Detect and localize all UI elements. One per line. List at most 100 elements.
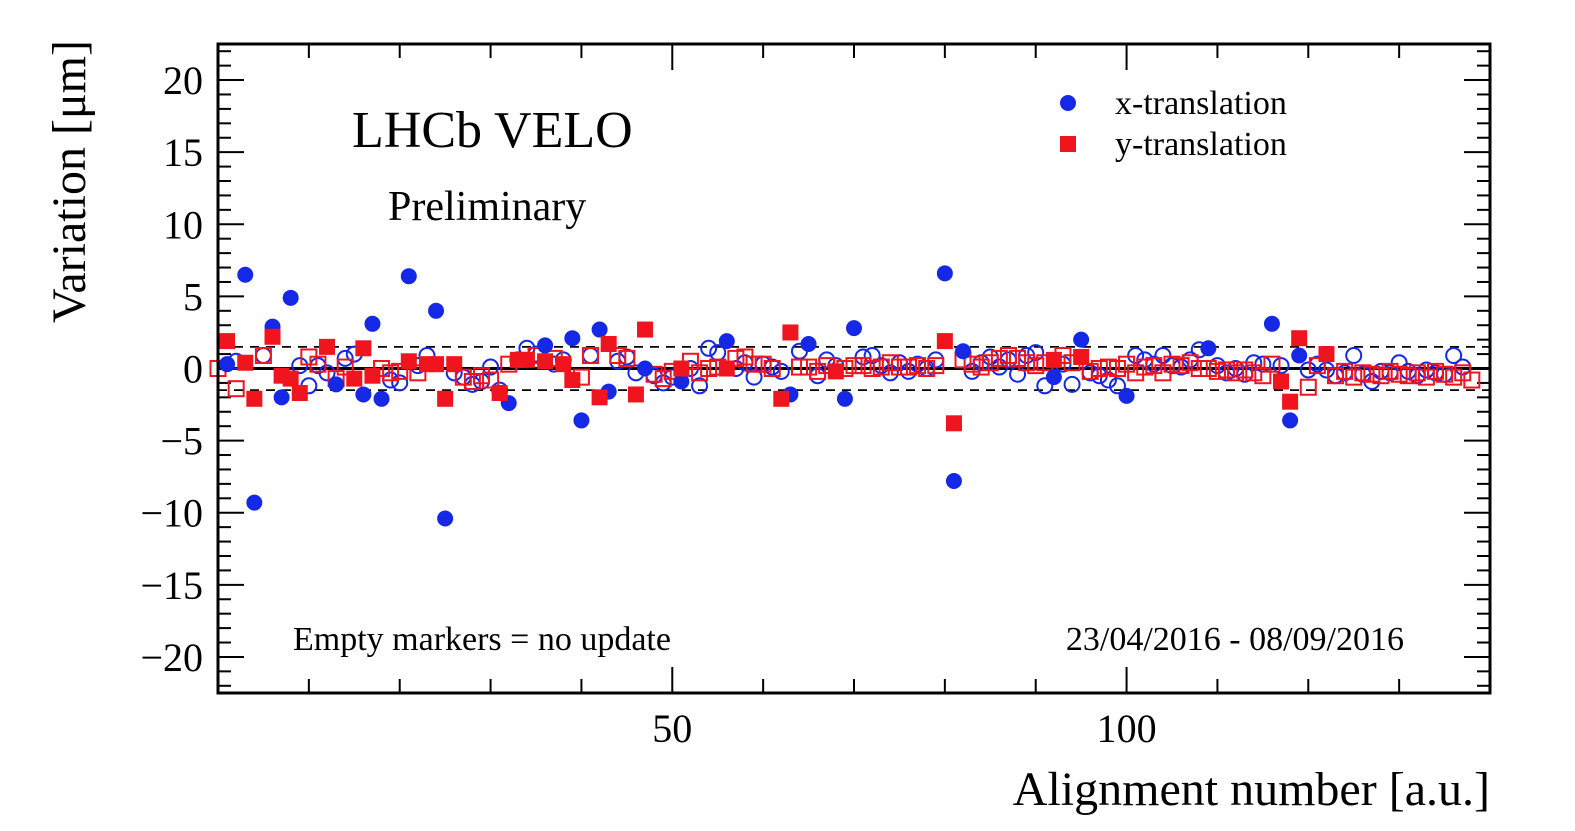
x-translation-point [282,289,299,306]
y-translation-point-no-update [463,372,481,390]
x-translation-point [428,302,445,319]
y-translation-point-no-update [790,358,808,376]
x-translation-point-no-update [1317,361,1335,379]
y-translation-point-no-update [727,349,745,367]
y-translation-point-no-update [1227,364,1245,382]
y-translation-point-no-update [454,368,472,386]
x-translation-point [573,412,590,429]
y-translation-point-no-update [763,360,781,377]
y-axis-title: Variation [μm] [43,40,96,323]
y-translation-point [246,390,263,407]
x-translation-point-no-update [1445,347,1463,365]
x-translation-point [400,268,417,285]
x-axis-title: Alignment number [a.u.] [1013,763,1490,816]
x-translation-point [955,343,972,360]
y-translation-point-no-update [1009,349,1027,367]
y-translation-point-no-update [1436,365,1454,383]
y-translation-point-no-update [1445,368,1463,386]
y-translation-point-no-update [918,360,936,377]
y-translation-point-no-update [1190,360,1208,377]
y-translation-point [400,353,417,370]
y-translation-point-no-update [691,364,709,382]
y-translation-point [446,356,463,373]
y-translation-point-no-update [1463,371,1481,389]
x-translation-point-no-update [291,357,309,375]
x-translation-point [800,335,817,352]
y-translation-point-no-update [582,347,600,365]
y-translation-point [564,372,581,389]
axis-ticks [218,44,1490,693]
y-translation-point-no-update [1308,357,1326,375]
x-translation-point [591,321,608,338]
x-translation-point-no-update [691,377,709,395]
y-translation-point [782,324,799,341]
y-translation-point-no-update [482,371,500,389]
x-translation-point-no-update [772,362,790,380]
y-translation-point-no-update [999,347,1017,365]
y-translation-point [627,386,644,403]
y-translation-point [936,333,953,350]
y-translation-point-no-update [1363,365,1381,383]
y-translation-point [1273,373,1290,390]
legend-marker-y-translation [1060,136,1076,152]
y-translation-point-no-update [1263,355,1281,373]
y-translation-point-no-update [1118,355,1136,373]
y-translation-point-no-update [872,358,890,376]
y-translation-point-no-update [1299,378,1317,396]
y-translation-point [1045,351,1062,368]
y-translation-point-no-update [409,364,427,382]
y-translation-point-no-update [800,358,818,376]
y-tick-label: −10 [140,491,203,536]
y-translation-point-no-update [1154,364,1172,382]
y-translation-point-no-update [1417,368,1435,386]
x-translation-point [537,337,554,354]
legend-marker-x-translation [1060,95,1076,111]
x-translation-point-no-update [1036,377,1054,395]
y-translation-point-no-update [1390,365,1408,383]
y-translation-point-no-update [382,364,400,382]
y-translation-point [355,340,372,357]
y-translation-point-no-update [1127,364,1145,382]
y-translation-point-no-update [1027,357,1045,375]
x-translation-point-no-update [1299,361,1317,379]
y-translation-point [591,389,608,406]
x-translation-point-no-update [1127,347,1145,365]
y-translation-point-no-update [1090,360,1108,377]
y-translation-point-no-update [1254,367,1272,385]
y-translation-point-no-update [845,357,863,375]
y-translation-point [364,367,381,384]
y-translation-point [428,356,445,373]
x-translation-point-no-update [391,374,409,392]
x-translation-point-no-update [482,358,500,376]
y-tick-label: 15 [163,130,203,175]
x-translation-point-no-update [1099,371,1117,389]
y-translation-point [600,335,617,352]
y-tick-label: 5 [183,274,203,319]
y-translation-point [237,354,254,371]
y-translation-point-no-update [1372,367,1390,385]
x-translation-point [373,390,390,407]
y-translation-point [346,370,363,387]
y-translation-point-no-update [1408,364,1426,382]
x-translation-point-no-update [745,368,763,386]
y-translation-point-no-update [1327,367,1345,385]
y-tick-label: −20 [140,635,203,680]
date-range: 23/04/2016 - 08/09/2016 [1066,621,1404,658]
y-translation-point-no-update [1108,360,1126,377]
x-translation-point [637,360,654,377]
y-translation-point-no-update [909,357,927,375]
x-translation-point [1045,369,1062,386]
y-translation-point-no-update [1245,364,1263,382]
x-translation-point [1073,331,1090,348]
y-translation-point-no-update [1354,364,1372,382]
y-translation-point [1318,346,1335,363]
y-translation-point-no-update [336,358,354,376]
y-translation-point-no-update [981,354,999,372]
x-translation-point [564,330,581,347]
y-translation-point [1073,348,1090,365]
x-translation-point [355,386,372,403]
y-translation-point-no-update [609,347,627,365]
y-translation-point-no-update [1236,361,1254,379]
y-tick-label: 20 [163,58,203,103]
